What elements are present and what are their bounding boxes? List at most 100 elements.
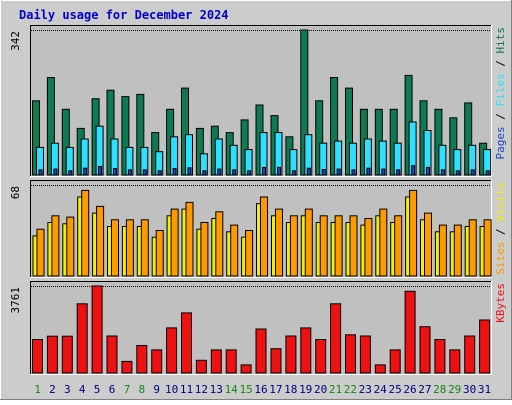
- bar-kbytes-day-23: [359, 335, 371, 374]
- bars: [32, 189, 492, 277]
- x-tick-label-day-18: 18: [284, 383, 297, 396]
- x-tick-label-day-5: 5: [94, 383, 101, 396]
- bar-kbytes-day-15: [240, 364, 252, 374]
- x-tick-label-day-28: 28: [433, 383, 446, 396]
- ymax-label: 3761: [9, 287, 22, 314]
- bar-sites-day-28: [438, 224, 447, 277]
- x-tick-label-day-29: 29: [448, 383, 461, 396]
- x-tick-label-day-27: 27: [418, 383, 431, 396]
- bar-sites-day-12: [200, 222, 209, 277]
- x-tick-label-day-8: 8: [138, 383, 145, 396]
- bar-pages-day-12: [202, 170, 207, 176]
- bar-sites-day-21: [334, 215, 343, 277]
- x-tick-label-day-9: 9: [153, 383, 160, 396]
- x-tick-label-day-15: 15: [239, 383, 252, 396]
- bar-sites-day-13: [215, 211, 224, 277]
- bar-sites-day-23: [364, 218, 373, 277]
- bar-kbytes-day-26: [404, 290, 416, 374]
- panel-visits-sites: 68 Sites / Visits: [9, 180, 507, 278]
- x-tick-label-day-24: 24: [374, 383, 388, 396]
- legend-kbytes: KBytes: [494, 283, 507, 323]
- legend-visits-sites: Sites / Visits: [494, 182, 507, 275]
- bar-pages-day-3: [68, 170, 73, 176]
- bar-kbytes-day-5: [91, 285, 103, 374]
- bar-kbytes-day-18: [285, 335, 297, 374]
- bar-sites-day-27: [424, 212, 432, 277]
- bar-kbytes-day-24: [374, 364, 386, 374]
- bar-sites-day-8: [140, 219, 149, 277]
- bar-pages-day-30: [470, 169, 475, 176]
- bar-pages-day-20: [321, 169, 326, 176]
- bar-sites-day-4: [81, 189, 90, 277]
- legend-hits-files-pages: Pages / Files / Hits: [494, 27, 507, 160]
- bar-kbytes-day-30: [464, 335, 476, 374]
- x-tick-label-day-11: 11: [180, 383, 193, 396]
- x-tick-label-day-6: 6: [109, 383, 116, 396]
- x-tick-label-day-25: 25: [388, 383, 401, 396]
- bar-kbytes-day-29: [449, 349, 461, 374]
- panel-kbytes: 3761 KBytes: [9, 281, 507, 375]
- bar-pages-day-2: [53, 168, 58, 176]
- bar-pages-day-18: [291, 170, 296, 176]
- bar-sites-day-7: [125, 219, 134, 277]
- bar-kbytes-day-27: [419, 326, 431, 374]
- ymax-label: 342: [9, 31, 22, 51]
- x-tick-label-day-2: 2: [49, 383, 56, 396]
- bar-kbytes-day-12: [195, 359, 207, 374]
- legend-text: KBytes: [494, 283, 507, 323]
- bar-sites-day-26: [409, 189, 418, 277]
- bar-pages-day-13: [217, 168, 222, 176]
- bar-sites-day-9: [155, 230, 164, 277]
- bar-pages-day-6: [113, 168, 117, 176]
- bar-kbytes-day-6: [106, 335, 118, 374]
- x-tick-label-day-7: 7: [124, 383, 131, 396]
- x-tick-label-day-16: 16: [254, 383, 267, 396]
- legend-separator: /: [494, 107, 507, 127]
- bar-sites-day-15: [245, 230, 254, 277]
- bar-kbytes-day-16: [255, 328, 267, 374]
- legend-files: Files: [494, 73, 507, 106]
- bar-sites-day-25: [394, 215, 403, 277]
- legend-separator: /: [494, 54, 507, 74]
- x-tick-label-day-22: 22: [344, 383, 357, 396]
- bar-kbytes-day-20: [315, 339, 327, 374]
- chart-panels: 342 Pages / Files / Hits 68 Sites / Visits 3…: [9, 25, 507, 375]
- x-tick-label-day-14: 14: [225, 383, 239, 396]
- bar-kbytes-day-3: [61, 335, 73, 374]
- x-tick-label-day-21: 21: [329, 383, 342, 396]
- bar-kbytes-day-25: [389, 349, 401, 374]
- x-tick-label-day-12: 12: [195, 383, 208, 396]
- x-tick-label-day-1: 1: [34, 383, 41, 396]
- bar-sites-day-6: [111, 219, 119, 277]
- bar-sites-day-2: [51, 215, 60, 277]
- bar-kbytes-day-11: [181, 312, 192, 374]
- chart-title: Daily usage for December 2024: [19, 8, 229, 22]
- bar-kbytes-day-13: [210, 349, 222, 374]
- bar-kbytes-day-28: [434, 339, 446, 374]
- bar-kbytes-day-21: [330, 303, 342, 374]
- bar-pages-day-7: [127, 169, 132, 176]
- x-tick-label-day-19: 19: [299, 383, 312, 396]
- bar-sites-day-16: [260, 196, 268, 277]
- bar-pages-day-15: [247, 170, 252, 176]
- legend-hits: Hits: [494, 27, 507, 54]
- x-tick-label-day-31: 31: [478, 383, 491, 396]
- x-tick-label-day-17: 17: [269, 383, 282, 396]
- bar-pages-day-23: [366, 167, 371, 176]
- bar-pages-day-16: [262, 166, 266, 176]
- bar-sites-day-20: [319, 215, 328, 277]
- bar-pages-day-11: [187, 167, 192, 176]
- bar-pages-day-25: [396, 169, 401, 176]
- bar-pages-day-21: [336, 168, 341, 176]
- bar-kbytes-day-19: [300, 327, 312, 374]
- bar-sites-day-19: [304, 208, 313, 277]
- bar-pages-day-9: [157, 170, 162, 176]
- bar-pages-day-1: [38, 169, 43, 176]
- bar-kbytes-day-9: [151, 349, 163, 374]
- bar-pages-day-17: [277, 166, 281, 176]
- x-tick-label-day-3: 3: [64, 383, 71, 396]
- bars: [32, 29, 492, 176]
- x-tick-label-day-26: 26: [403, 383, 416, 396]
- bar-kbytes-day-8: [136, 345, 148, 374]
- bar-sites-day-14: [230, 224, 239, 277]
